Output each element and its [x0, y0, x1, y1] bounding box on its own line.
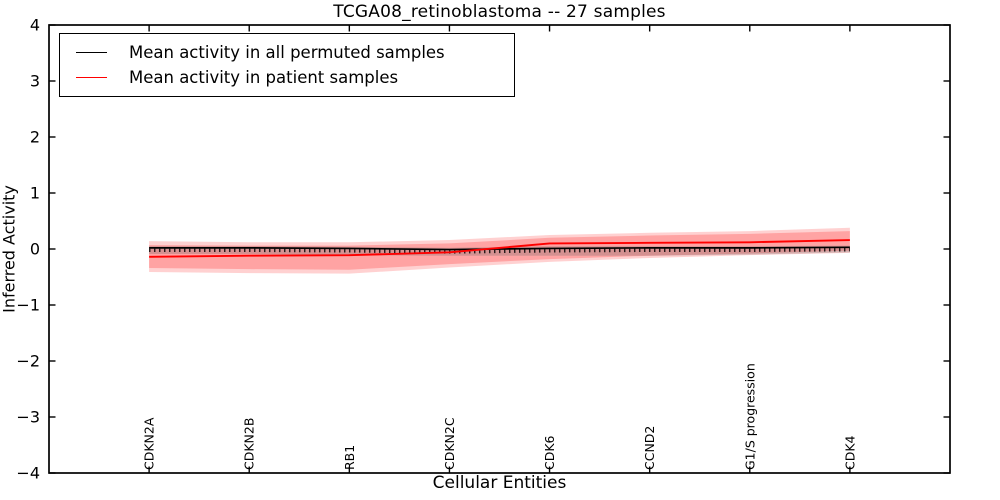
y-tick-label: −2	[16, 352, 40, 371]
y-tick-label: 4	[30, 16, 40, 35]
x-axis-label: Cellular Entities	[432, 473, 567, 493]
x-category-label: CDK4	[842, 435, 857, 470]
series-line-1	[149, 239, 850, 258]
x-category-label: RB1	[342, 445, 357, 470]
y-axis-label: Inferred Activity	[0, 185, 19, 313]
legend: Mean activity in all permuted samples Me…	[59, 33, 515, 97]
x-category-label: CCND2	[642, 426, 657, 470]
x-category-label: CDK6	[542, 435, 557, 470]
x-category-label: CDKN2A	[142, 417, 157, 470]
x-category-label: CDKN2C	[442, 417, 457, 470]
y-tick-label: 1	[30, 184, 40, 203]
chart-title: TCGA08_retinoblastoma -- 27 samples	[333, 2, 666, 22]
legend-label: Mean activity in all permuted samples	[129, 42, 445, 62]
x-category-label: CDKN2B	[242, 418, 257, 470]
legend-label: Mean activity in patient samples	[129, 68, 399, 88]
legend-entry-patient: Mean activity in patient samples	[72, 68, 502, 87]
y-tick-label: −3	[16, 408, 40, 427]
y-tick-label: 0	[30, 240, 40, 259]
y-tick-label: 2	[30, 128, 40, 147]
legend-line-sample-red	[76, 77, 107, 79]
legend-line-sample-black	[76, 51, 107, 53]
x-category-label: G1/S progression	[742, 363, 757, 470]
y-tick-label: −1	[16, 296, 40, 315]
y-tick-label: 3	[30, 72, 40, 91]
y-tick-label: −4	[16, 464, 40, 483]
legend-entry-permuted: Mean activity in all permuted samples	[72, 43, 502, 62]
permuted-mean-markers	[149, 248, 850, 254]
series-line-0	[149, 246, 850, 251]
